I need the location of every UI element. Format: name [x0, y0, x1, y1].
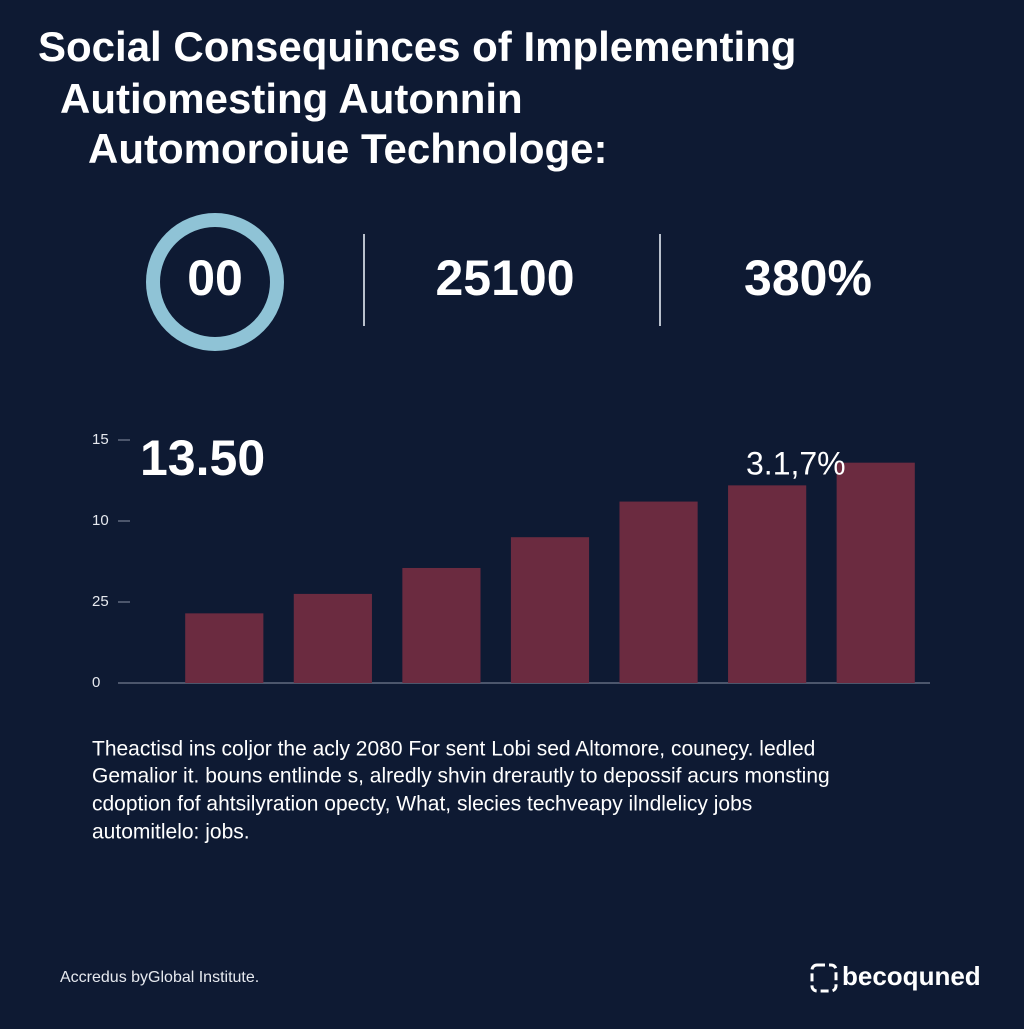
footer-credit: Accredus byGlobal Institute.	[60, 969, 259, 986]
bar	[728, 485, 807, 683]
body-line: Theactisd ins coljor the acly 2080 For s…	[92, 738, 815, 761]
logo-icon	[810, 963, 838, 993]
bar	[510, 537, 590, 683]
stat-value: 00	[187, 250, 243, 306]
body-line: Gemalior it. bouns entlinde s, alredly s…	[92, 765, 830, 788]
stat-value: 380%	[744, 250, 872, 306]
title-line: Automoroiue Technologe:	[88, 125, 608, 172]
annotation: 3.1,7%	[746, 445, 846, 481]
body-line: automitlelo: jobs.	[92, 821, 250, 844]
title-line: Autiomesting Autonnin	[60, 75, 523, 122]
bar	[402, 567, 481, 683]
y-tick-label: 15	[92, 431, 109, 448]
logo-text: becoquned	[842, 961, 981, 991]
y-tick-label: 25	[92, 593, 109, 610]
y-tick-label: 10	[92, 512, 109, 529]
ring	[146, 213, 284, 351]
bar	[619, 501, 698, 683]
annotation: 13.50	[140, 430, 265, 486]
y-tick-label: 0	[92, 674, 100, 691]
stat-value: 25100	[435, 250, 574, 306]
title-line: Social Consequinces of Implementing	[38, 23, 796, 70]
bar	[185, 613, 264, 683]
body-line: cdoption fof ahtsilyration opecty, What,…	[92, 793, 752, 816]
bar-chart: 0 25 10 15	[92, 431, 930, 691]
bar	[293, 593, 372, 683]
bar	[836, 462, 915, 683]
